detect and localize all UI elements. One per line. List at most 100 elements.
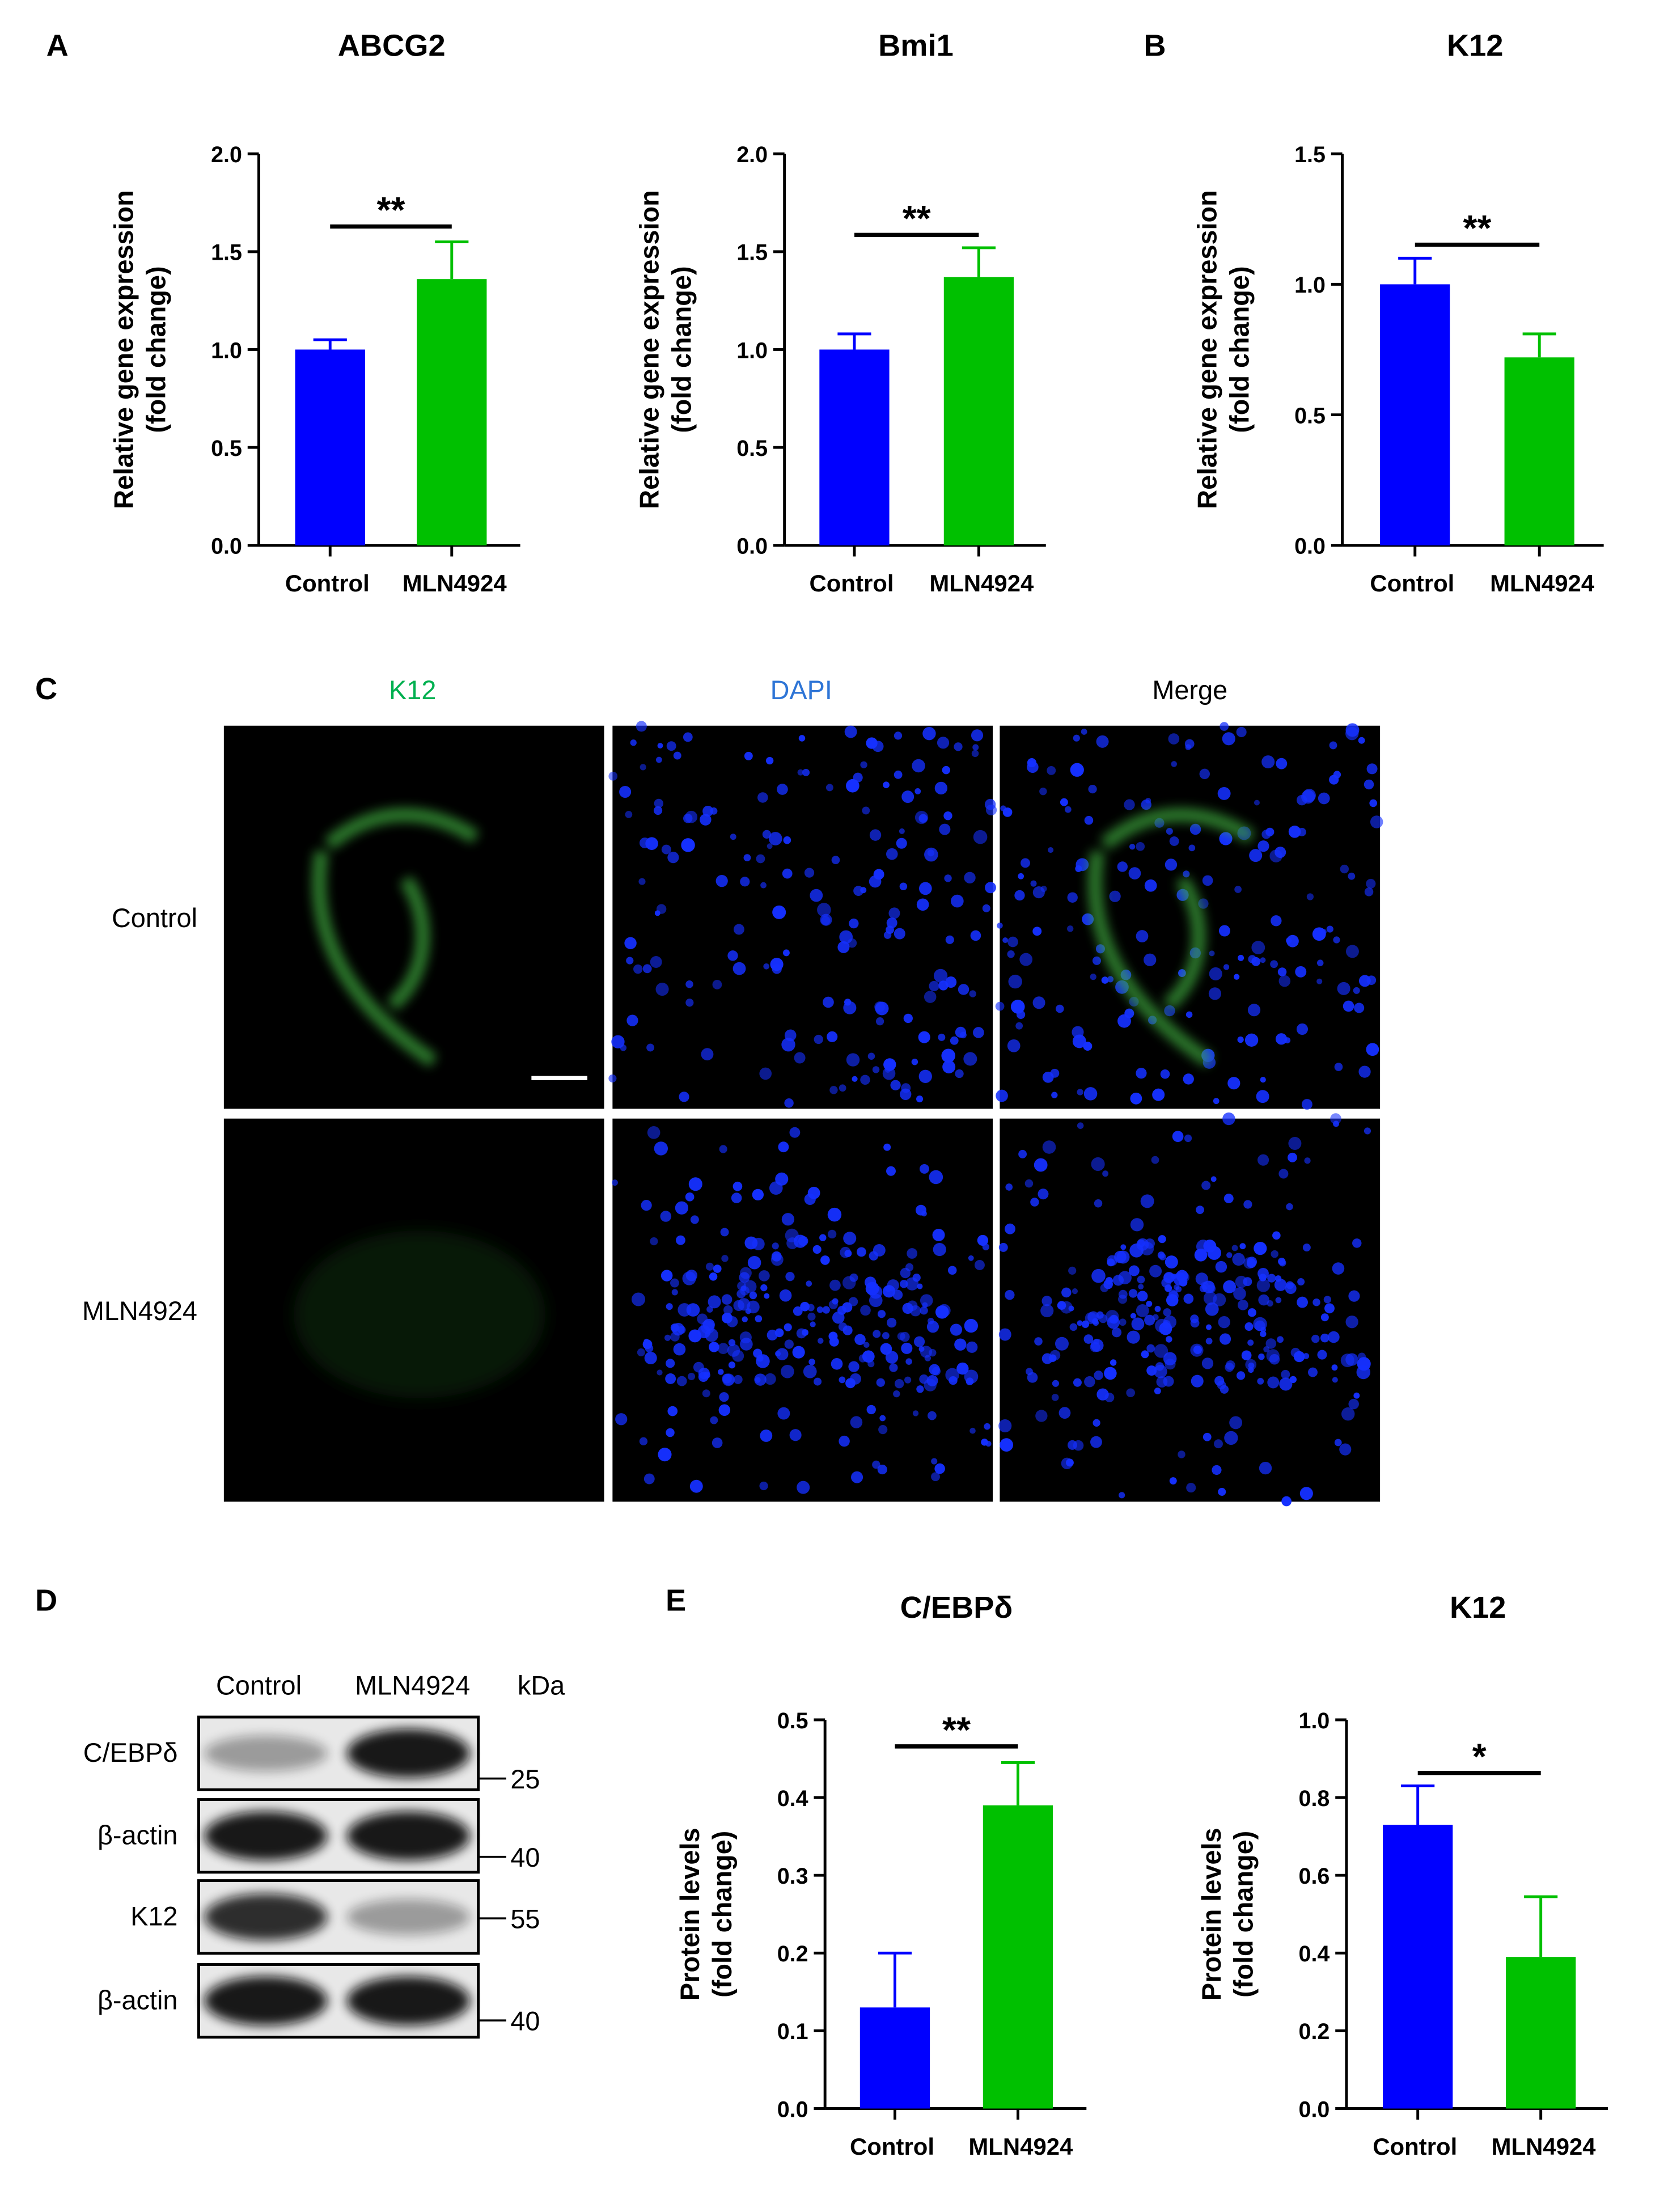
nucleus xyxy=(942,765,951,775)
nucleus xyxy=(829,1279,841,1291)
nucleus xyxy=(1288,1136,1302,1150)
nucleus xyxy=(1288,1152,1297,1162)
nucleus xyxy=(860,1075,870,1085)
nucleus xyxy=(955,1069,964,1078)
row-label: K12 xyxy=(130,1901,177,1931)
nucleus xyxy=(817,1338,824,1344)
nucleus xyxy=(1035,1410,1048,1422)
nucleus xyxy=(842,1276,856,1289)
nucleus xyxy=(1072,1026,1084,1038)
y-axis-label: Protein levels xyxy=(1197,1828,1226,2000)
nucleus xyxy=(1018,873,1024,879)
nucleus xyxy=(1233,1287,1246,1300)
nucleus xyxy=(800,1301,810,1312)
nucleus xyxy=(1205,1338,1213,1345)
nucleus xyxy=(945,976,957,988)
nucleus xyxy=(624,937,637,949)
nucleus xyxy=(777,784,788,795)
nucleus xyxy=(1260,1327,1267,1333)
nucleus xyxy=(1345,727,1359,741)
nucleus xyxy=(797,769,804,776)
nucleus xyxy=(1244,1322,1254,1331)
nucleus xyxy=(1270,960,1278,968)
nucleus xyxy=(894,731,903,740)
nucleus xyxy=(1064,806,1072,813)
nucleus xyxy=(907,1300,918,1311)
significance-label: ** xyxy=(903,198,931,239)
nucleus xyxy=(889,1363,898,1372)
nucleus xyxy=(929,980,939,992)
nucleus xyxy=(914,1336,925,1347)
nucleus xyxy=(886,1166,896,1176)
nucleus xyxy=(1202,1280,1215,1293)
nucleus xyxy=(823,996,834,1008)
nucleus xyxy=(644,1351,657,1365)
y-axis-label: Protein levels xyxy=(675,1828,705,2000)
nucleus xyxy=(631,1292,645,1306)
nucleus xyxy=(1281,1369,1290,1379)
nucleus xyxy=(1278,975,1291,987)
nucleus xyxy=(702,1389,710,1398)
nucleus xyxy=(1302,1244,1311,1252)
nucleus xyxy=(1326,925,1333,933)
panel-label: E xyxy=(666,1584,686,1618)
nucleus xyxy=(1073,734,1080,742)
nucleus xyxy=(1077,1320,1083,1326)
nucleus xyxy=(1083,1334,1094,1344)
nucleus xyxy=(920,1346,933,1358)
nucleus xyxy=(907,1248,918,1259)
nucleus xyxy=(1247,1308,1256,1317)
nucleus xyxy=(1107,1258,1115,1267)
nucleus xyxy=(1191,1374,1204,1388)
nucleus xyxy=(755,1315,763,1322)
band xyxy=(346,1811,470,1861)
nucleus xyxy=(1141,799,1151,810)
nucleus xyxy=(969,990,976,997)
x-tick-label: MLN4924 xyxy=(1490,570,1595,597)
nucleus xyxy=(928,1411,937,1420)
nucleus xyxy=(1060,798,1068,806)
x-tick-label: MLN4924 xyxy=(929,570,1034,597)
nucleus xyxy=(887,1318,897,1328)
nucleus xyxy=(759,1270,770,1281)
band xyxy=(346,1976,470,2026)
nucleus xyxy=(894,1379,904,1389)
nucleus xyxy=(733,1181,743,1191)
nucleus xyxy=(888,907,900,919)
nucleus xyxy=(718,1404,731,1416)
nucleus xyxy=(1007,1039,1021,1052)
nucleus xyxy=(1183,1073,1194,1085)
nucleus xyxy=(1136,1304,1149,1317)
column-label: kDa xyxy=(518,1671,565,1701)
nucleus xyxy=(827,1031,838,1042)
nucleus xyxy=(1265,1338,1276,1349)
nucleus xyxy=(1354,1003,1365,1013)
nucleus xyxy=(1353,987,1360,994)
nucleus xyxy=(786,1237,798,1249)
nucleus xyxy=(784,1339,794,1349)
nucleus xyxy=(816,1306,824,1313)
nucleus xyxy=(1236,1371,1246,1380)
row-label: Control xyxy=(112,903,197,933)
nucleus xyxy=(963,1052,977,1066)
nucleus xyxy=(941,1048,955,1063)
nucleus xyxy=(948,1266,957,1275)
nucleus xyxy=(733,1300,744,1312)
nucleus xyxy=(849,918,859,929)
nucleus xyxy=(1026,1368,1033,1376)
bar xyxy=(819,349,890,545)
nucleus xyxy=(1288,826,1301,838)
nucleus xyxy=(1323,1296,1331,1304)
nucleus xyxy=(1119,1318,1127,1326)
nucleus xyxy=(879,1415,886,1422)
nucleus xyxy=(825,784,833,792)
nucleus xyxy=(848,1361,859,1372)
nucleus xyxy=(1274,1279,1287,1291)
nucleus xyxy=(1219,832,1233,845)
nucleus xyxy=(756,1355,764,1362)
nucleus xyxy=(1214,1376,1225,1386)
nucleus xyxy=(685,999,694,1007)
band xyxy=(204,1811,328,1861)
nucleus xyxy=(873,1244,886,1257)
nucleus xyxy=(1159,1253,1166,1261)
